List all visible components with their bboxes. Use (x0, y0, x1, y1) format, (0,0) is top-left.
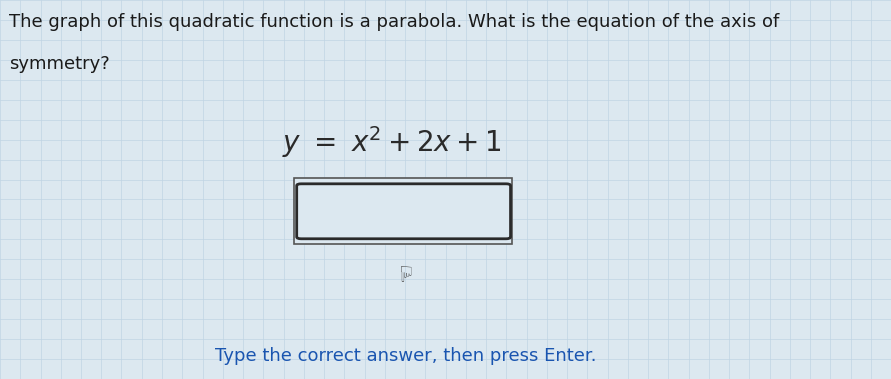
Text: The graph of this quadratic function is a parabola. What is the equation of the : The graph of this quadratic function is … (9, 13, 779, 31)
Text: Type the correct answer, then press Enter.: Type the correct answer, then press Ente… (215, 346, 596, 365)
Text: $y\ =\ x^2 + 2x + 1$: $y\ =\ x^2 + 2x + 1$ (282, 124, 502, 160)
Bar (294, 178, 512, 244)
FancyBboxPatch shape (297, 184, 511, 239)
Text: ☝: ☝ (396, 260, 410, 280)
Text: symmetry?: symmetry? (9, 55, 110, 73)
